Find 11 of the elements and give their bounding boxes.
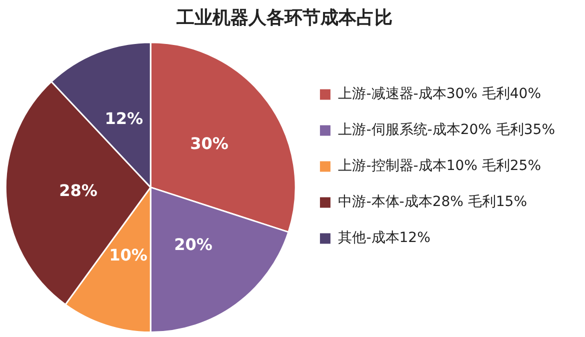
legend-label: 中游-本体-成本28% 毛利15% [338, 194, 528, 210]
legend-label: 其他-成本12% [338, 230, 430, 246]
legend-label: 上游-控制器-成本10% 毛利25% [338, 158, 542, 174]
data-label: 20% [174, 235, 212, 254]
data-label: 12% [104, 109, 144, 128]
legend-label: 上游-减速器-成本30% 毛利40% [338, 86, 542, 102]
data-label: 10% [109, 245, 148, 264]
legend-label: 上游-伺服系统-成本20% 毛利35% [338, 122, 556, 138]
chart-title: 工业机器人各环节成本占比 [176, 7, 392, 28]
data-label: 30% [190, 134, 228, 153]
data-label: 28% [59, 181, 98, 200]
